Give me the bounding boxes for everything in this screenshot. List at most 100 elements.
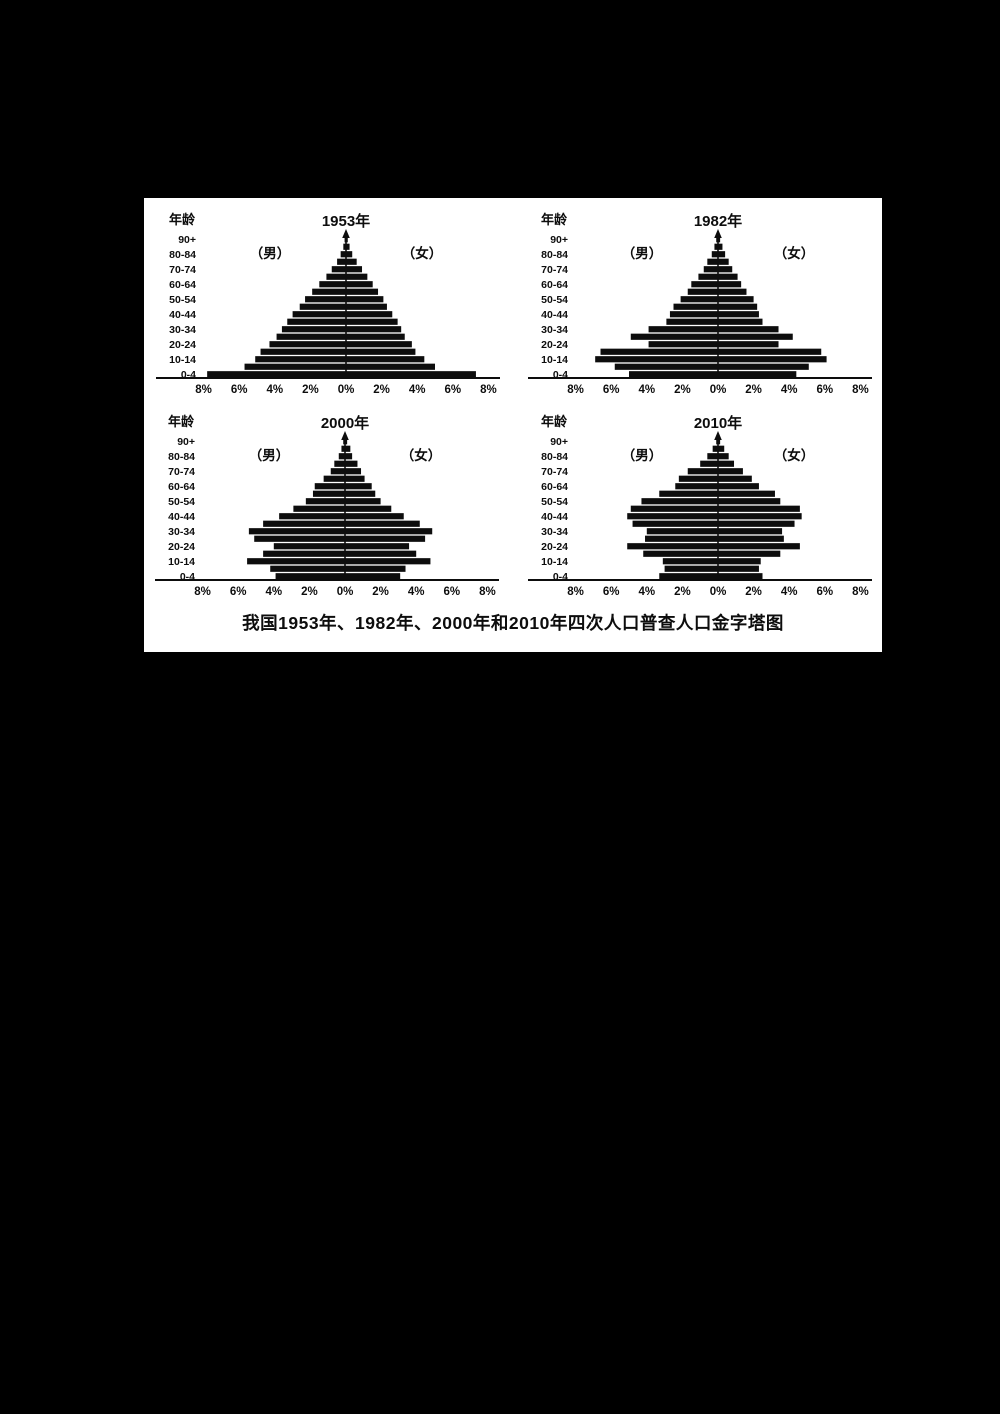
x-tick-label: 4% xyxy=(408,586,425,598)
bar-female-45-49 xyxy=(718,505,800,512)
bar-male-80-84 xyxy=(338,453,345,460)
x-tick-label: 8% xyxy=(479,586,496,598)
bar-female-75-79 xyxy=(718,258,729,265)
axis-arrow-up-icon xyxy=(342,229,350,238)
x-tick-label: 4% xyxy=(781,384,798,396)
male-series-label: （男） xyxy=(622,448,663,463)
bar-male-5-9 xyxy=(614,363,718,370)
bar-male-20-24 xyxy=(627,543,718,550)
age-tick-label: 60-64 xyxy=(168,481,195,493)
bar-male-45-49 xyxy=(630,505,718,512)
age-tick-label: 50-54 xyxy=(168,496,195,508)
pyramid-chart-svg: 1982年 年龄 （男） （女） 0-4 10-14 20-24 30-34 40-44 50-5… xyxy=(528,212,872,396)
bar-male-10-14 xyxy=(662,558,718,565)
x-tick-label: 4% xyxy=(638,586,655,598)
bar-male-20-24 xyxy=(269,341,346,348)
x-tick-label: 8% xyxy=(195,384,212,396)
bar-female-25-29 xyxy=(718,333,793,340)
bar-female-60-64 xyxy=(345,483,372,490)
bar-male-50-54 xyxy=(305,498,345,505)
age-tick-label: 70-74 xyxy=(169,264,196,276)
bar-male-30-34 xyxy=(248,528,345,535)
x-tick-label: 2% xyxy=(745,384,762,396)
bar-female-90+ xyxy=(718,236,721,243)
bar-male-55-59 xyxy=(687,288,718,295)
age-tick-label: 10-14 xyxy=(541,556,568,568)
bar-female-25-29 xyxy=(346,333,405,340)
bar-female-40-44 xyxy=(346,311,393,318)
bar-female-0-4 xyxy=(718,371,797,378)
bar-female-65-69 xyxy=(345,475,365,482)
bar-female-75-79 xyxy=(345,460,358,467)
bar-female-55-59 xyxy=(718,288,747,295)
bar-female-20-24 xyxy=(718,543,800,550)
axis-arrow-up-icon xyxy=(341,431,349,440)
bar-female-70-74 xyxy=(718,266,733,273)
age-tick-label: 30-34 xyxy=(168,526,195,538)
bar-female-50-54 xyxy=(718,296,754,303)
bar-male-75-79 xyxy=(700,460,718,467)
age-tick-label: 80-84 xyxy=(541,249,568,261)
bar-female-85-89 xyxy=(718,243,723,250)
bar-male-60-64 xyxy=(691,281,718,288)
bar-male-0-4 xyxy=(629,371,718,378)
bar-female-45-49 xyxy=(346,303,387,310)
age-tick-label: 30-34 xyxy=(541,324,568,336)
age-tick-label: 90+ xyxy=(550,234,568,246)
bar-male-80-84 xyxy=(340,251,346,258)
age-tick-label: 80-84 xyxy=(541,451,568,463)
bar-male-25-29 xyxy=(645,535,718,542)
age-tick-label: 0-4 xyxy=(553,369,568,381)
bar-female-15-19 xyxy=(346,348,416,355)
bar-female-75-79 xyxy=(718,460,735,467)
x-tick-label: 8% xyxy=(480,384,497,396)
x-tick-label: 4% xyxy=(266,384,283,396)
bar-female-0-4 xyxy=(345,573,401,580)
x-tick-label: 6% xyxy=(816,586,833,598)
bar-male-40-44 xyxy=(292,311,346,318)
age-tick-label: 60-64 xyxy=(541,481,568,493)
bar-female-15-19 xyxy=(718,348,822,355)
x-tick-label: 6% xyxy=(443,586,460,598)
bar-male-15-19 xyxy=(643,550,718,557)
bar-male-85-89 xyxy=(714,243,718,250)
x-tick-label: 4% xyxy=(781,586,798,598)
bar-female-90+ xyxy=(346,236,348,243)
bar-female-90+ xyxy=(718,438,721,445)
x-tick-label: 0% xyxy=(710,384,727,396)
chart-title: 1953年 xyxy=(322,212,370,230)
pyramid-chart-svg: 2010年 年龄 （男） （女） 0-4 10-14 20-24 30-34 40-44 50-5… xyxy=(528,414,872,598)
x-tick-label: 2% xyxy=(372,586,389,598)
x-tick-label: 4% xyxy=(409,384,426,396)
bar-male-40-44 xyxy=(669,311,718,318)
bar-male-80-84 xyxy=(707,453,718,460)
bar-male-45-49 xyxy=(299,303,346,310)
age-tick-label: 80-84 xyxy=(169,249,196,261)
age-tick-label: 90+ xyxy=(178,234,196,246)
bar-female-10-14 xyxy=(345,558,431,565)
chart-title: 2010年 xyxy=(694,414,742,432)
bar-male-30-34 xyxy=(646,528,718,535)
x-tick-label: 6% xyxy=(603,384,620,396)
bar-female-35-39 xyxy=(345,520,420,527)
bar-female-5-9 xyxy=(345,565,406,572)
bar-female-65-69 xyxy=(346,273,368,280)
bar-female-5-9 xyxy=(718,565,759,572)
age-tick-label: 50-54 xyxy=(169,294,196,306)
age-tick-label: 70-74 xyxy=(541,264,568,276)
bar-female-45-49 xyxy=(718,303,758,310)
age-tick-label: 10-14 xyxy=(541,354,568,366)
bar-male-50-54 xyxy=(680,296,718,303)
x-tick-label: 6% xyxy=(231,384,248,396)
bar-female-85-89 xyxy=(345,445,351,452)
bar-male-65-69 xyxy=(326,273,346,280)
bar-male-10-14 xyxy=(255,356,346,363)
age-tick-label: 10-14 xyxy=(169,354,196,366)
bar-female-55-59 xyxy=(346,288,379,295)
bar-female-35-39 xyxy=(718,520,795,527)
bar-female-50-54 xyxy=(718,498,781,505)
bar-female-20-24 xyxy=(718,341,779,348)
bar-male-5-9 xyxy=(244,363,346,370)
bar-male-65-69 xyxy=(323,475,345,482)
x-tick-label: 0% xyxy=(710,586,727,598)
